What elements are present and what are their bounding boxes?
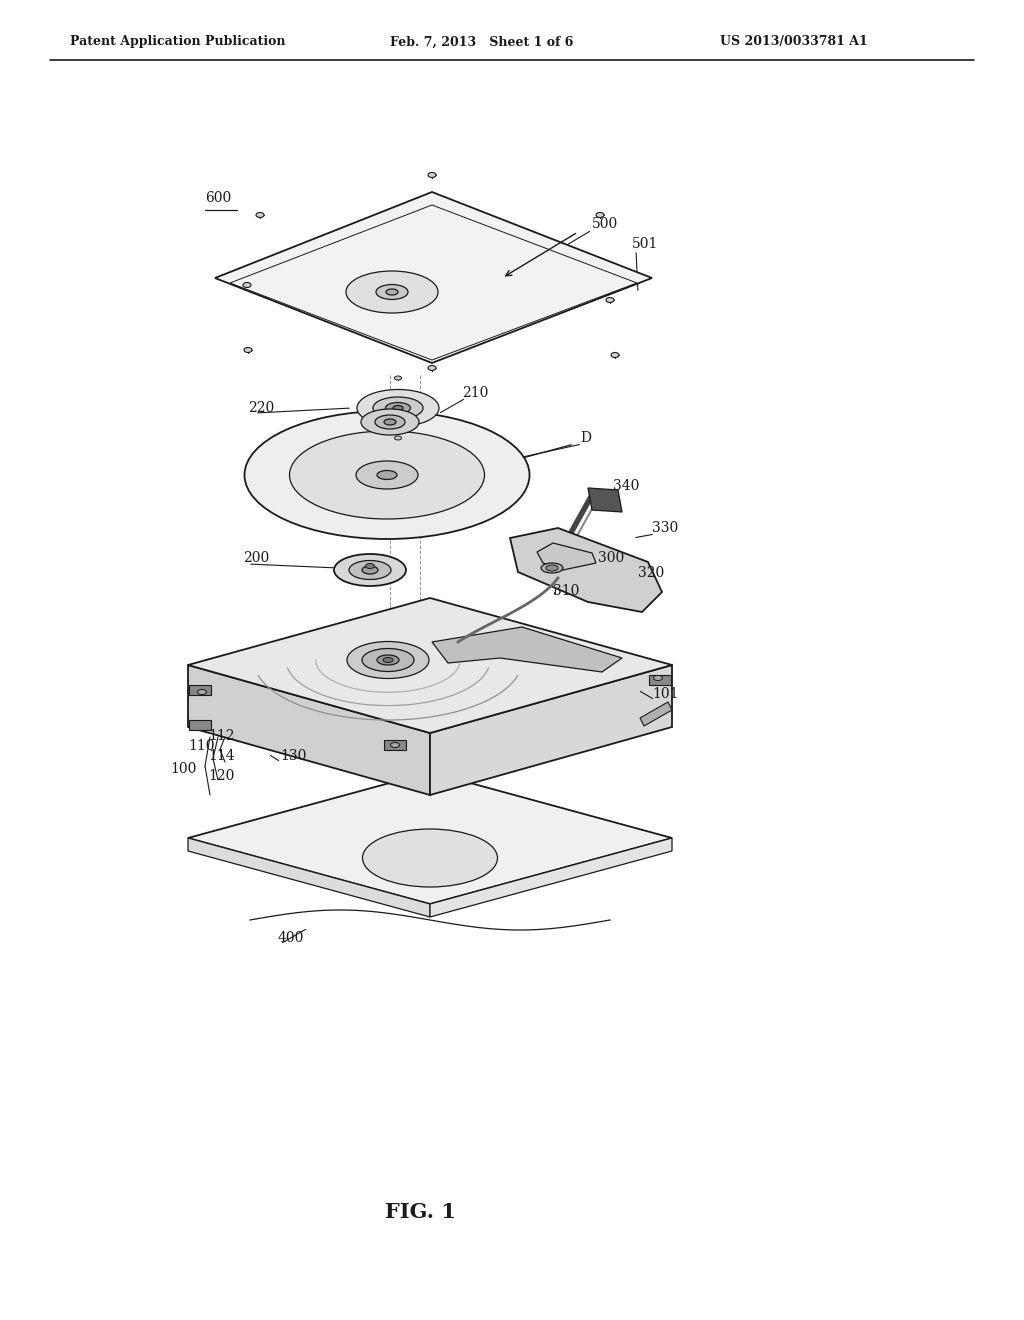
Text: 300: 300 [598,550,625,565]
Ellipse shape [546,565,558,572]
Ellipse shape [362,566,378,574]
Polygon shape [188,598,672,733]
Ellipse shape [243,282,251,288]
Ellipse shape [653,676,663,681]
Text: 320: 320 [638,566,665,579]
Ellipse shape [394,436,401,440]
Polygon shape [430,665,672,795]
Polygon shape [188,838,430,917]
Text: D: D [580,432,591,445]
Polygon shape [537,543,596,570]
Ellipse shape [373,397,423,418]
Ellipse shape [384,418,396,425]
Polygon shape [649,675,671,685]
Polygon shape [432,627,622,672]
Text: 220: 220 [248,401,274,414]
Text: 400: 400 [278,931,304,945]
Ellipse shape [245,411,529,539]
Ellipse shape [428,366,436,371]
Text: 114: 114 [208,748,234,763]
Ellipse shape [357,389,439,426]
Ellipse shape [244,347,252,352]
Polygon shape [189,685,211,696]
Ellipse shape [386,289,398,294]
Text: 500: 500 [592,216,618,231]
Text: 120: 120 [208,770,234,783]
Polygon shape [640,702,672,726]
Polygon shape [510,528,662,612]
Polygon shape [188,665,430,795]
Text: 210: 210 [462,385,488,400]
Ellipse shape [347,642,429,678]
Polygon shape [384,741,406,750]
Text: 112: 112 [208,729,234,743]
Ellipse shape [383,657,393,663]
Ellipse shape [362,829,498,887]
Ellipse shape [428,173,436,177]
Ellipse shape [390,742,399,747]
Text: 330: 330 [652,521,678,535]
Ellipse shape [256,213,264,218]
Polygon shape [588,488,622,512]
Ellipse shape [376,285,408,300]
Ellipse shape [349,561,391,579]
Text: Patent Application Publication: Patent Application Publication [70,36,286,49]
Text: 101: 101 [652,686,679,701]
Ellipse shape [361,409,419,436]
Text: FIG. 1: FIG. 1 [385,1203,456,1222]
Ellipse shape [346,271,438,313]
Text: 130: 130 [280,748,306,763]
Ellipse shape [596,213,604,218]
Text: US 2013/0033781 A1: US 2013/0033781 A1 [720,36,867,49]
Text: 110: 110 [188,739,214,752]
Polygon shape [430,838,672,917]
Ellipse shape [375,414,406,429]
Text: 600: 600 [205,191,231,205]
Ellipse shape [394,376,401,380]
Polygon shape [189,719,211,730]
Text: 100: 100 [170,762,197,776]
Ellipse shape [356,461,418,488]
Ellipse shape [377,470,397,479]
Text: 310: 310 [553,583,580,598]
Text: Feb. 7, 2013   Sheet 1 of 6: Feb. 7, 2013 Sheet 1 of 6 [390,36,573,49]
Text: 200: 200 [243,550,269,565]
Ellipse shape [385,403,411,413]
Ellipse shape [198,689,207,694]
Ellipse shape [334,554,406,586]
Ellipse shape [377,655,399,665]
Ellipse shape [366,564,375,569]
Ellipse shape [393,405,403,411]
Ellipse shape [606,297,614,302]
Polygon shape [188,772,672,904]
Polygon shape [215,191,652,363]
Text: 501: 501 [632,238,658,251]
Ellipse shape [362,648,414,672]
Ellipse shape [541,564,563,573]
Text: 340: 340 [613,479,639,492]
Ellipse shape [290,432,484,519]
Ellipse shape [611,352,618,358]
